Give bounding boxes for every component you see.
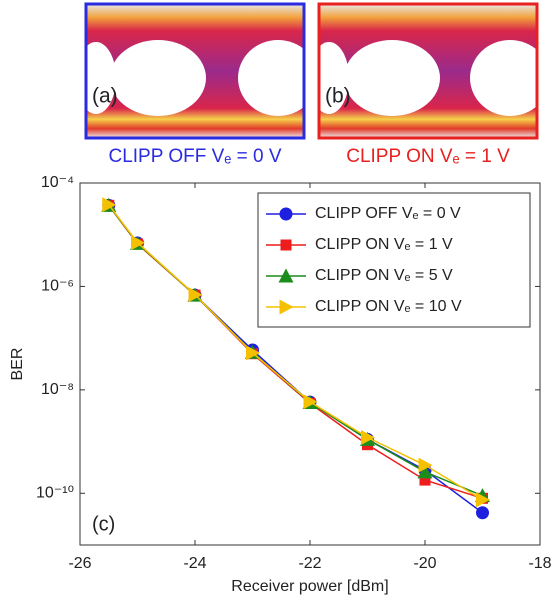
- legend-marker: [280, 208, 293, 221]
- panel-label: (c): [92, 513, 115, 535]
- panel-label: (a): [92, 85, 118, 108]
- legend-label: CLIPP ON Vₑ = 5 V: [315, 267, 453, 284]
- legend-label: CLIPP OFF Vₑ = 0 V: [315, 205, 461, 222]
- x-tick-label: -18: [528, 555, 551, 572]
- panel-label: (b): [325, 85, 351, 108]
- legend-marker: [281, 240, 292, 251]
- x-tick-label: -24: [183, 555, 206, 572]
- panel-caption: CLIPP OFF Vₑ = 0 V: [108, 146, 281, 167]
- panel-caption: CLIPP ON Vₑ = 1 V: [346, 146, 510, 167]
- marker: [476, 506, 489, 519]
- y-tick-label: 10⁻⁶: [41, 278, 74, 295]
- y-tick-label: 10⁻¹⁰: [36, 485, 74, 502]
- x-axis-label: Receiver power [dBm]: [231, 578, 388, 595]
- eye-diagram-b: (b) CLIPP ON Vₑ = 1 V: [309, 4, 550, 167]
- page: {"panels": [ {"label": "(a)", "caption":…: [0, 0, 552, 601]
- y-tick-label: 10⁻⁴: [41, 174, 74, 191]
- y-tick-label: 10⁻⁸: [41, 381, 74, 398]
- legend-label: CLIPP ON Vₑ = 1 V: [315, 236, 453, 253]
- figure: (a) CLIPP OFF Vₑ = 0 V (b) CLIPP ON Vₑ =…: [0, 0, 552, 601]
- legend-label: CLIPP ON Vₑ = 10 V: [315, 298, 462, 315]
- x-tick-label: -26: [68, 555, 91, 572]
- y-axis-label: BER: [9, 348, 26, 381]
- x-tick-label: -22: [298, 555, 321, 572]
- x-tick-label: -20: [413, 555, 436, 572]
- eye-diagram-a: (a) CLIPP OFF Vₑ = 0 V: [76, 4, 318, 167]
